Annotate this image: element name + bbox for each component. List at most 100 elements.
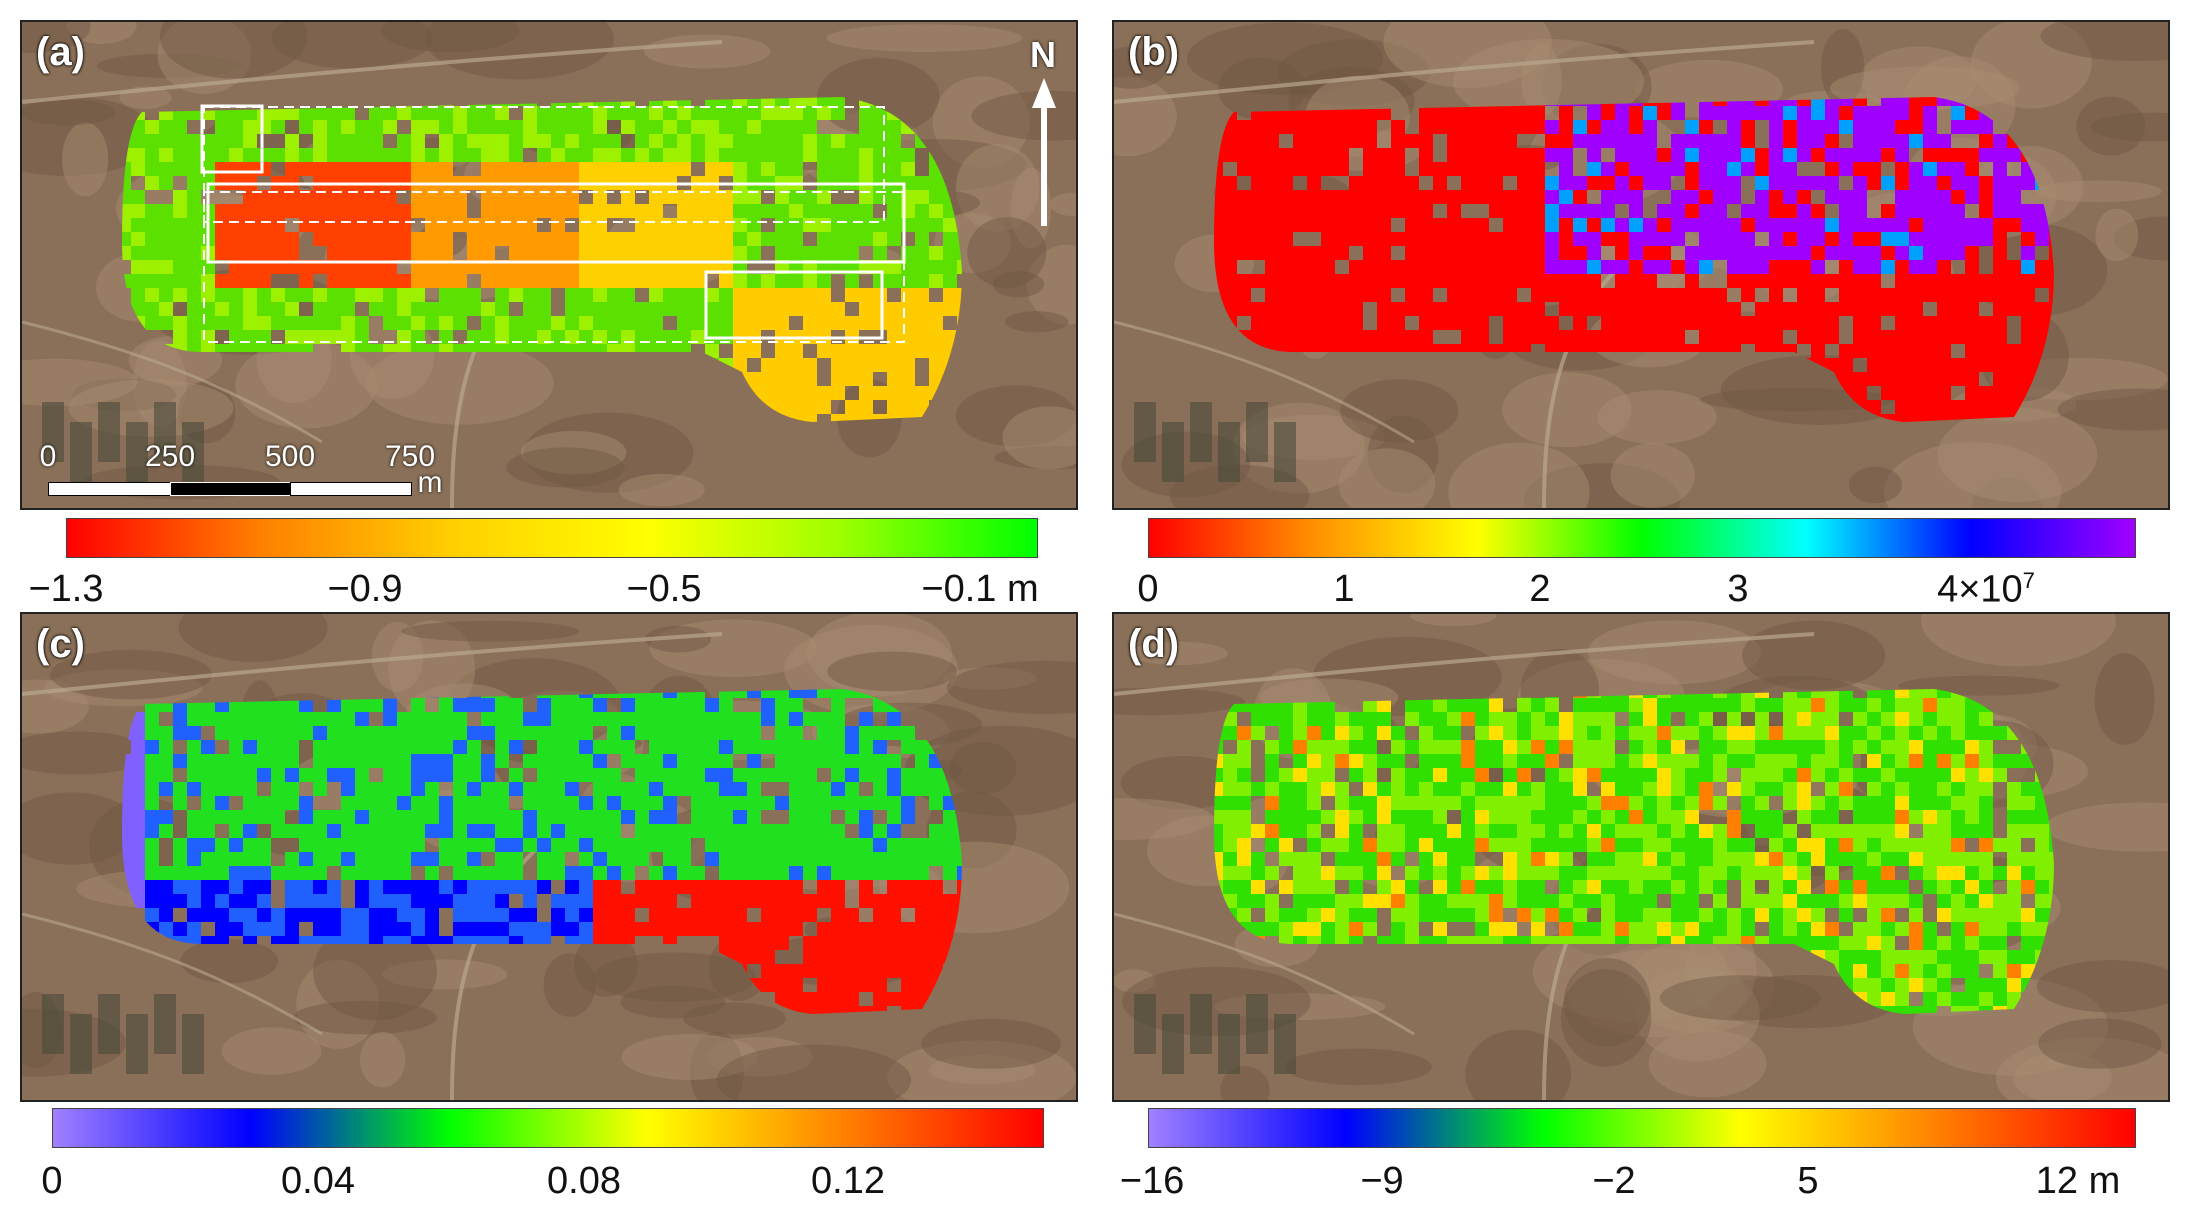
terrain-patch [1114, 46, 1167, 89]
field-cell [621, 316, 635, 330]
terrain-patch [96, 53, 241, 78]
field-cell [1755, 689, 1769, 698]
field-cell [859, 190, 873, 204]
terrain-patch [1659, 975, 1821, 1021]
field-cell [1965, 754, 1979, 768]
field-cell [1755, 810, 1769, 824]
field-cell [2021, 316, 2035, 330]
field-cell [1937, 162, 1951, 176]
field-cell [1214, 782, 1223, 796]
field-cell [1671, 134, 1685, 148]
field-cell [327, 908, 341, 922]
field-cell [551, 726, 565, 740]
field-cell [1363, 782, 1377, 796]
field-cell [1573, 176, 1587, 190]
field-cell [761, 698, 775, 712]
terrain-patch [523, 412, 694, 493]
field-cell [173, 838, 187, 852]
field-cell [523, 754, 537, 768]
field-cell [1937, 148, 1951, 162]
field-cell [1867, 106, 1881, 120]
field-cell [1307, 754, 1321, 768]
field-cell [1265, 768, 1279, 782]
field-cell [481, 866, 495, 880]
field-cell [733, 768, 747, 782]
field-cell [817, 740, 831, 754]
field-cell [1727, 754, 1741, 768]
field-cell [509, 246, 523, 260]
field-cell [1214, 274, 1223, 288]
field-cell [1881, 148, 1895, 162]
field-cell [747, 796, 761, 810]
field-cell [817, 922, 831, 936]
field-cell [1727, 97, 1741, 106]
field-cell [1839, 754, 1853, 768]
field-cell [1713, 288, 1727, 302]
field-cell [551, 740, 565, 754]
field-cell [159, 218, 173, 232]
field-cell [1979, 754, 1993, 768]
field-cell [565, 782, 579, 796]
field-cell [1895, 344, 1909, 358]
field-cell [1965, 316, 1979, 330]
field-cell [1783, 97, 1797, 106]
field-cell [1349, 176, 1363, 190]
field-cell [1727, 232, 1741, 246]
field-cell [747, 97, 761, 106]
field-cell [122, 754, 131, 768]
field-cell [1685, 698, 1699, 712]
field-cell [122, 190, 131, 204]
field-cell [425, 274, 439, 288]
field-cell [1993, 358, 2007, 372]
field-cell [1685, 218, 1699, 232]
field-cell [229, 838, 243, 852]
field-cell [1615, 726, 1629, 740]
field-cell [831, 106, 845, 120]
field-cell [1293, 810, 1307, 824]
field-cell [873, 936, 887, 950]
field-cell [355, 232, 369, 246]
field-cell [341, 908, 355, 922]
field-cell [649, 316, 663, 330]
field-cell [159, 894, 173, 908]
field-cell [1657, 246, 1671, 260]
field-cell [719, 894, 733, 908]
scale-tick-250: 250 [144, 440, 196, 473]
field-cell [551, 274, 565, 288]
field-cell [1545, 796, 1559, 810]
field-cell [1909, 768, 1923, 782]
field-cell [1321, 740, 1335, 754]
field-cell [397, 740, 411, 754]
field-cell [1237, 190, 1251, 204]
field-cell [481, 782, 495, 796]
field-cell [2007, 400, 2021, 414]
field-cell [1503, 302, 1517, 316]
field-cell [1713, 796, 1727, 810]
field-cell [565, 740, 579, 754]
scale-tick-0: 0 [39, 440, 57, 473]
field-cell [579, 218, 593, 232]
field-cell [467, 796, 481, 810]
field-cell [1517, 302, 1531, 316]
field-cell [1783, 176, 1797, 190]
field-cell [1923, 796, 1937, 810]
field-cell [1825, 106, 1839, 120]
field-cell [327, 810, 341, 824]
field-cell [761, 148, 775, 162]
field-cell [131, 260, 145, 274]
field-cell [803, 106, 817, 120]
field-cell [1811, 302, 1825, 316]
field-cell [313, 120, 327, 134]
field-cell [145, 148, 159, 162]
field-cell [789, 768, 803, 782]
field-cell [439, 754, 453, 768]
field-cell [1895, 400, 1909, 414]
field-cell [1783, 796, 1797, 810]
field-cell [1629, 768, 1643, 782]
field-cell [495, 866, 509, 880]
field-cell [243, 218, 257, 232]
field-cell [747, 838, 761, 852]
field-cell [1307, 726, 1321, 740]
field-cell [705, 97, 719, 106]
field-cell [1811, 330, 1825, 344]
